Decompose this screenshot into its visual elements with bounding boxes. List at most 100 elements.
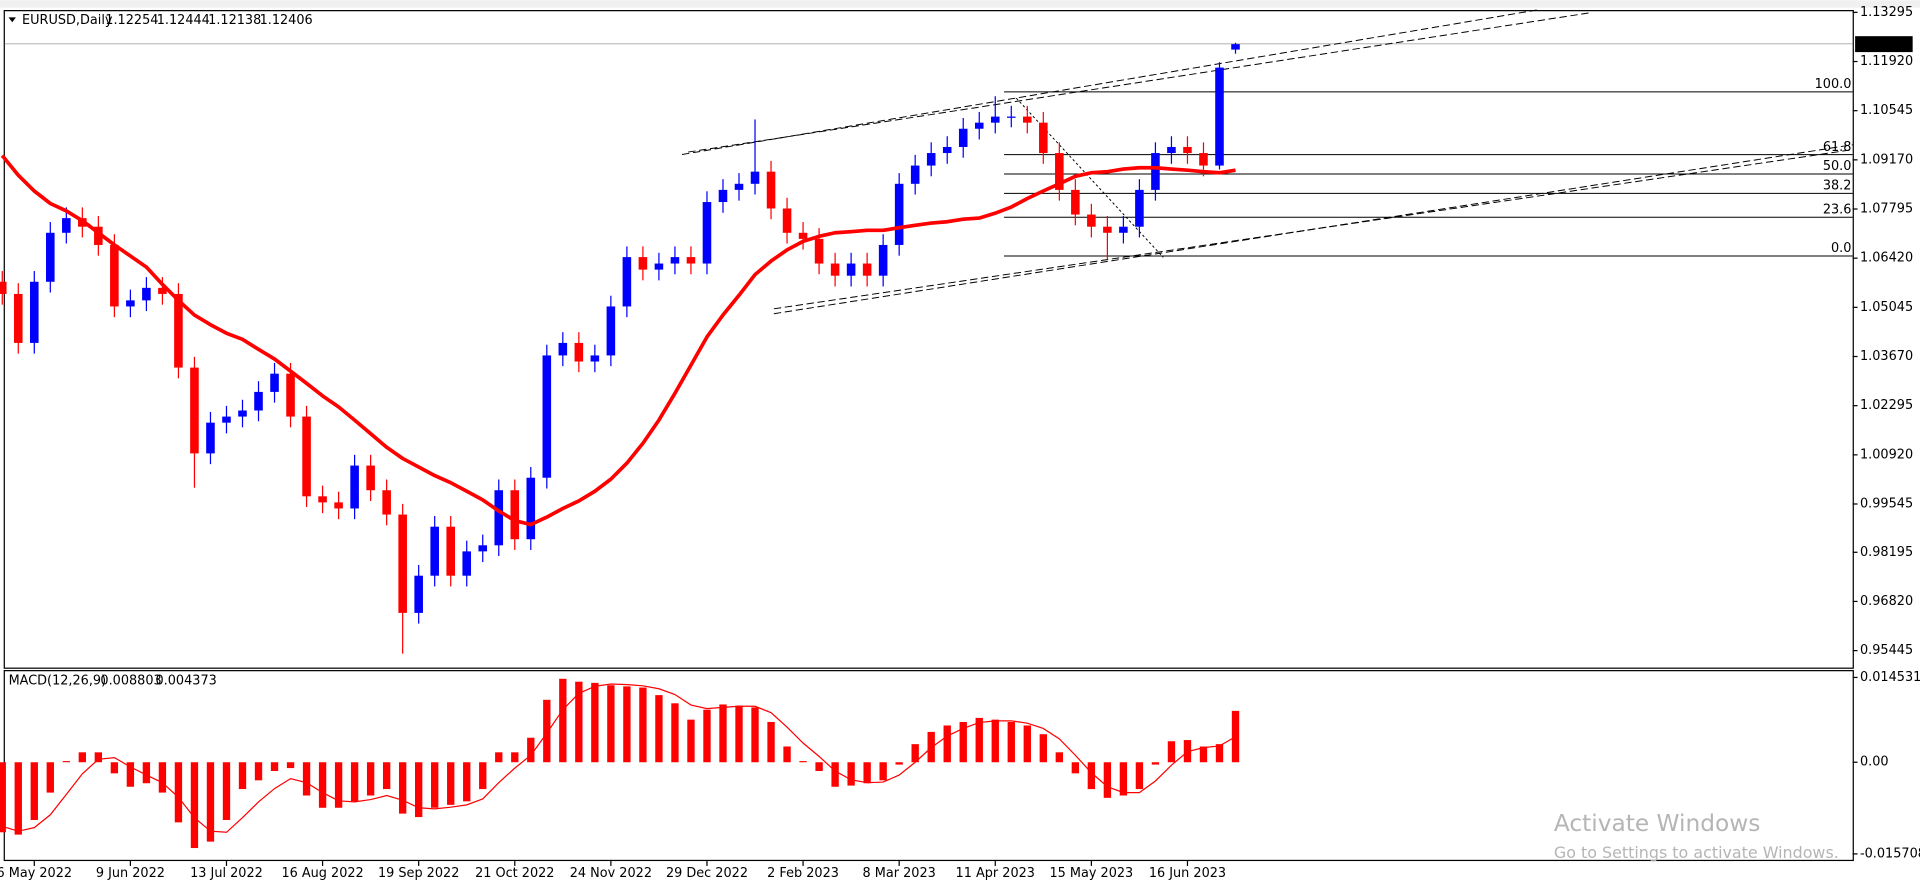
- candle-body: [1055, 153, 1064, 190]
- candle-body: [542, 355, 552, 478]
- watermark-title: Activate Windows: [1554, 810, 1760, 837]
- candle-body: [846, 263, 856, 276]
- macd-bar: [991, 719, 999, 763]
- candle-body: [894, 183, 904, 245]
- price-panel-frame: [3, 10, 1854, 669]
- x-tick-label: 29 Dec 2022: [666, 866, 748, 881]
- candle-body: [110, 244, 119, 307]
- candle-body: [1151, 153, 1160, 190]
- y-tick-label: 1.07795: [1860, 202, 1913, 217]
- y-tick-label: 0.00: [1860, 755, 1889, 770]
- candle-body: [318, 496, 327, 503]
- macd-bar: [863, 762, 871, 784]
- candle-body: [1215, 67, 1224, 166]
- y-tick-label: 1.03670: [1860, 349, 1913, 364]
- candle-body: [926, 153, 936, 166]
- candle-body: [862, 263, 872, 276]
- candle-body: [206, 422, 215, 454]
- macd-bar: [591, 682, 599, 763]
- candle-body: [798, 232, 808, 239]
- macd-bar: [158, 762, 167, 793]
- macd-bar: [415, 762, 423, 818]
- candle-body: [13, 293, 23, 343]
- y-tick-label: 0.95445: [1860, 643, 1913, 658]
- candle-body: [638, 257, 648, 270]
- macd-bar: [334, 762, 343, 808]
- candle-body: [590, 355, 600, 362]
- macd-bar: [46, 762, 54, 793]
- candle-body: [446, 526, 455, 576]
- trend-line: [681, 9, 1537, 156]
- macd-bar: [0, 762, 6, 833]
- candle-body: [606, 306, 616, 356]
- macd-bar: [959, 721, 967, 763]
- x-tick-label: 13 Jul 2022: [190, 866, 263, 881]
- macd-bar: [1231, 710, 1240, 763]
- candle-body: [0, 281, 7, 294]
- candle-body: [1103, 226, 1112, 233]
- macd-bar: [479, 762, 487, 790]
- macd-bar: [1135, 762, 1144, 790]
- fib-label: 61.8: [1823, 140, 1852, 155]
- candle-body: [270, 373, 279, 392]
- macd-bar: [1023, 725, 1031, 763]
- macd-bar: [62, 761, 70, 763]
- x-tick-label: 2 Feb 2023: [767, 866, 839, 881]
- y-tick-label: 1.00920: [1860, 447, 1913, 462]
- macd-bar: [879, 762, 887, 781]
- y-tick-label: 1.10545: [1860, 103, 1913, 118]
- macd-bar: [447, 762, 455, 805]
- macd-bar: [1071, 762, 1080, 774]
- candle-body: [1167, 146, 1176, 154]
- trend-line: [688, 11, 1592, 153]
- candle-body: [366, 465, 375, 491]
- macd-bar: [687, 719, 695, 763]
- macd-bar: [94, 752, 103, 763]
- macd-bar: [302, 762, 311, 796]
- macd-bar: [847, 762, 855, 786]
- x-tick-label: 15 May 2023: [1049, 866, 1133, 881]
- candle-body: [654, 263, 664, 270]
- candle-body: [174, 293, 183, 368]
- candle-body: [94, 226, 103, 245]
- macd-bar: [350, 762, 359, 802]
- candle-body: [478, 545, 488, 552]
- macd-bar: [254, 762, 263, 781]
- candle-body: [1039, 122, 1048, 154]
- macd-bar: [655, 695, 663, 763]
- candle-body: [46, 232, 55, 282]
- macd-bar: [1039, 734, 1047, 763]
- menu-arrow[interactable]: [8, 17, 16, 23]
- trend-line: [773, 149, 1853, 310]
- candle-body: [190, 367, 199, 454]
- macd-bar: [110, 762, 119, 774]
- macd-bar: [398, 762, 407, 814]
- candle-body: [830, 263, 840, 276]
- macd-value: 0.008803: [100, 674, 161, 689]
- macd-bar: [543, 699, 551, 763]
- macd-bar: [767, 721, 775, 763]
- candle-body: [254, 391, 263, 411]
- macd-bar: [975, 717, 983, 763]
- macd-bar: [382, 762, 391, 790]
- macd-bar: [14, 762, 22, 835]
- ohlc-close: 1.12406: [260, 13, 313, 28]
- price-box-label: 1.12406: [1860, 37, 1913, 52]
- macd-signal-value: 0.004373: [156, 674, 217, 689]
- macd-bar: [527, 737, 535, 763]
- candle-body: [414, 575, 423, 613]
- y-tick-label: 1.11920: [1860, 54, 1913, 69]
- y-tick-label: 0.99545: [1860, 496, 1913, 511]
- candle-body: [574, 342, 584, 362]
- candle-body: [622, 257, 632, 307]
- candle-body: [1135, 189, 1144, 227]
- fib-label: 50.0: [1823, 159, 1852, 174]
- macd-bar: [559, 678, 567, 763]
- macd-bar: [1007, 721, 1015, 763]
- candle-body: [558, 342, 568, 356]
- macd-bar: [222, 762, 231, 821]
- y-tick-label: 0.96820: [1860, 594, 1913, 609]
- candle-body: [222, 416, 231, 423]
- macd-bar: [783, 746, 791, 763]
